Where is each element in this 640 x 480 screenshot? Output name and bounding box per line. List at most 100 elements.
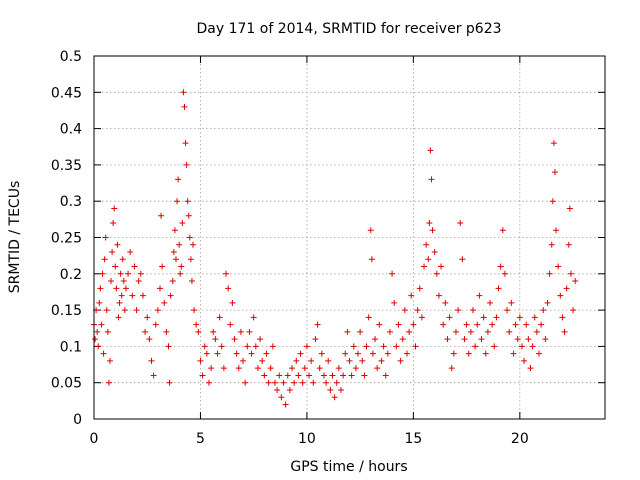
- x-tick-label: 5: [196, 431, 205, 447]
- data-point: [529, 343, 536, 350]
- data-point: [265, 379, 272, 386]
- data-point: [244, 343, 251, 350]
- data-point: [340, 372, 347, 379]
- data-point: [133, 307, 140, 314]
- grid-lines: [94, 56, 605, 419]
- data-point: [115, 314, 122, 321]
- y-tick-label: 0.4: [60, 122, 82, 138]
- data-point: [433, 270, 440, 277]
- data-point: [493, 314, 500, 321]
- data-point: [235, 365, 242, 372]
- data-point: [112, 263, 119, 270]
- data-points: [91, 89, 579, 408]
- data-point: [474, 321, 481, 328]
- data-point: [367, 227, 374, 234]
- data-point: [438, 263, 445, 270]
- chart-title: Day 171 of 2014, SRMTID for receiver p62…: [196, 21, 501, 37]
- data-point: [220, 365, 227, 372]
- x-tick-label: 20: [511, 431, 529, 447]
- data-point: [480, 314, 487, 321]
- data-point: [546, 270, 553, 277]
- data-point: [240, 357, 247, 364]
- data-point: [418, 314, 425, 321]
- data-point: [291, 379, 298, 386]
- data-point: [518, 343, 525, 350]
- data-point: [514, 336, 521, 343]
- data-point: [269, 343, 276, 350]
- data-point: [259, 357, 266, 364]
- data-point: [246, 328, 253, 335]
- data-point: [376, 321, 383, 328]
- data-point: [325, 357, 332, 364]
- data-point: [549, 198, 556, 205]
- data-point: [389, 270, 396, 277]
- data-point: [333, 379, 340, 386]
- data-point: [174, 198, 181, 205]
- data-point: [218, 343, 225, 350]
- data-point: [175, 176, 182, 183]
- data-point: [318, 350, 325, 357]
- x-tick-label: 15: [404, 431, 422, 447]
- data-point: [463, 321, 470, 328]
- data-point: [191, 307, 198, 314]
- data-point: [487, 299, 494, 306]
- data-point: [94, 328, 101, 335]
- data-point: [254, 365, 261, 372]
- data-point: [227, 321, 234, 328]
- data-point: [516, 314, 523, 321]
- data-point: [267, 365, 274, 372]
- data-point: [410, 321, 417, 328]
- data-point: [203, 350, 210, 357]
- data-point: [540, 307, 547, 314]
- data-point: [359, 357, 366, 364]
- data-point: [169, 278, 176, 285]
- data-point: [572, 278, 579, 285]
- data-point: [139, 292, 146, 299]
- data-point: [131, 263, 138, 270]
- data-point: [114, 241, 121, 248]
- data-point: [401, 307, 408, 314]
- data-point: [406, 328, 413, 335]
- data-point: [225, 285, 232, 292]
- data-point: [286, 386, 293, 393]
- data-point: [92, 336, 99, 343]
- data-point: [208, 365, 215, 372]
- data-point: [423, 241, 430, 248]
- data-point: [233, 350, 240, 357]
- data-point: [512, 321, 519, 328]
- data-point: [393, 343, 400, 350]
- data-point: [97, 285, 104, 292]
- data-point: [190, 241, 197, 248]
- data-point: [210, 328, 217, 335]
- data-point: [308, 357, 315, 364]
- data-point: [455, 307, 462, 314]
- data-point: [346, 357, 353, 364]
- data-point: [231, 336, 238, 343]
- data-point: [188, 278, 195, 285]
- data-point: [185, 212, 192, 219]
- data-point: [538, 321, 545, 328]
- data-point: [440, 321, 447, 328]
- data-point: [446, 314, 453, 321]
- data-point: [109, 249, 116, 256]
- data-point: [212, 336, 219, 343]
- data-point: [565, 241, 572, 248]
- y-tick-label: 0.2: [60, 267, 82, 283]
- data-point: [101, 256, 108, 263]
- data-point: [127, 249, 134, 256]
- y-tick-label: 0.15: [51, 303, 82, 319]
- data-point: [166, 379, 173, 386]
- data-point: [122, 285, 129, 292]
- data-point: [427, 147, 434, 154]
- data-point: [129, 292, 136, 299]
- data-point: [100, 350, 107, 357]
- data-point: [248, 350, 255, 357]
- data-point: [533, 328, 540, 335]
- data-point: [506, 328, 513, 335]
- data-point: [171, 227, 178, 234]
- data-point: [257, 336, 264, 343]
- data-point: [95, 343, 102, 350]
- data-point: [177, 270, 184, 277]
- data-point: [380, 343, 387, 350]
- data-point: [482, 350, 489, 357]
